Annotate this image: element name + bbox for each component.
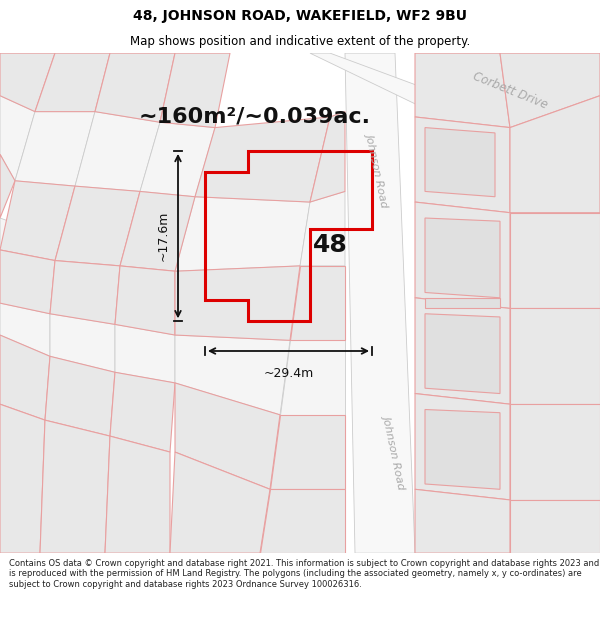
Polygon shape (55, 186, 140, 266)
Polygon shape (500, 53, 600, 128)
Polygon shape (15, 223, 120, 266)
Polygon shape (0, 218, 55, 261)
Polygon shape (510, 213, 600, 309)
Text: ~29.4m: ~29.4m (263, 367, 314, 380)
Polygon shape (425, 409, 500, 489)
Polygon shape (35, 53, 110, 112)
Polygon shape (0, 53, 55, 112)
Text: ~160m²/~0.039ac.: ~160m²/~0.039ac. (139, 107, 371, 127)
Polygon shape (115, 266, 175, 335)
Polygon shape (415, 53, 510, 128)
Text: 48: 48 (313, 232, 347, 257)
Polygon shape (50, 314, 115, 372)
Polygon shape (160, 53, 230, 128)
Polygon shape (175, 383, 280, 489)
Text: 48, JOHNSON ROAD, WAKEFIELD, WF2 9BU: 48, JOHNSON ROAD, WAKEFIELD, WF2 9BU (133, 9, 467, 23)
Text: Corbett Drive: Corbett Drive (471, 69, 549, 111)
Polygon shape (425, 218, 500, 298)
Polygon shape (140, 122, 215, 197)
Polygon shape (110, 372, 175, 452)
Polygon shape (115, 324, 175, 383)
Polygon shape (300, 191, 345, 266)
Polygon shape (510, 309, 600, 404)
Polygon shape (170, 452, 270, 553)
Polygon shape (95, 53, 175, 122)
Text: Map shows position and indicative extent of the property.: Map shows position and indicative extent… (130, 35, 470, 48)
Polygon shape (50, 261, 120, 324)
Polygon shape (280, 341, 345, 415)
Polygon shape (425, 298, 500, 309)
Polygon shape (15, 112, 95, 186)
Polygon shape (345, 53, 415, 553)
Polygon shape (415, 298, 510, 404)
Polygon shape (80, 229, 175, 271)
Polygon shape (415, 394, 510, 500)
Polygon shape (510, 96, 600, 212)
Polygon shape (290, 266, 345, 341)
Polygon shape (415, 489, 510, 553)
Text: ~17.6m: ~17.6m (157, 211, 170, 261)
Text: Johnson Road: Johnson Road (365, 132, 391, 208)
Polygon shape (0, 250, 55, 314)
Polygon shape (175, 197, 310, 271)
Polygon shape (0, 154, 15, 218)
Polygon shape (105, 436, 170, 553)
Polygon shape (40, 420, 110, 553)
Polygon shape (270, 415, 345, 489)
Polygon shape (415, 117, 510, 212)
Polygon shape (425, 127, 495, 197)
Polygon shape (425, 314, 500, 394)
Polygon shape (415, 202, 510, 309)
Text: Contains OS data © Crown copyright and database right 2021. This information is : Contains OS data © Crown copyright and d… (9, 559, 599, 589)
Polygon shape (310, 53, 600, 193)
Polygon shape (310, 112, 345, 202)
Polygon shape (45, 356, 115, 436)
Text: Johnson Road: Johnson Road (382, 414, 408, 490)
Polygon shape (0, 181, 75, 261)
Polygon shape (75, 112, 160, 191)
Polygon shape (510, 404, 600, 500)
Polygon shape (0, 335, 50, 420)
Polygon shape (510, 500, 600, 553)
Polygon shape (0, 303, 50, 356)
Polygon shape (0, 96, 35, 181)
Polygon shape (0, 404, 45, 553)
Polygon shape (120, 191, 195, 271)
Polygon shape (195, 117, 330, 202)
Polygon shape (175, 335, 290, 415)
Polygon shape (260, 489, 345, 553)
Polygon shape (175, 266, 300, 341)
